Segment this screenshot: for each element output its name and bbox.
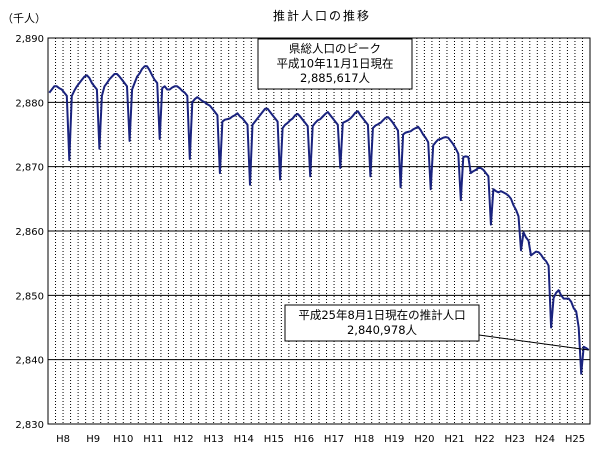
x-tick-label: H19: [384, 434, 404, 445]
y-tick-label: 2,880: [15, 98, 44, 109]
annotation-text: 平成25年8月1日現在の推計人口: [298, 308, 465, 322]
x-tick-label: H10: [113, 434, 133, 445]
x-tick-label: H15: [264, 434, 284, 445]
annotation-text: 2,840,978人: [347, 323, 418, 337]
annotation-box: [257, 38, 413, 90]
x-tick-label: H25: [565, 434, 585, 445]
y-axis-ticks: 2,830 2,840 2,850 2,860 2,870 2,880 2,890: [15, 34, 44, 431]
y-tick-label: 2,830: [15, 420, 44, 431]
x-tick-label: H13: [203, 434, 223, 445]
population-series-line: [48, 65, 590, 375]
annotation-text: 2,885,617人: [300, 71, 371, 85]
y-tick-label: 2,840: [15, 356, 44, 367]
y-tick-label: 2,850: [15, 291, 44, 302]
chart-title: 推計人口の推移: [273, 8, 371, 23]
annotation-text: 県総人口のピーク: [289, 42, 381, 56]
x-tick-label: H18: [354, 434, 374, 445]
annotation-text: 平成10年11月1日現在: [276, 56, 393, 70]
series-layer: [48, 65, 590, 375]
x-tick-label: H21: [444, 434, 464, 445]
y-tick-label: 2,870: [15, 163, 44, 174]
x-tick-label: H9: [86, 434, 100, 445]
x-tick-label: H22: [474, 434, 494, 445]
x-tick-label: H14: [234, 434, 254, 445]
annotations: 県総人口のピーク平成10年11月1日現在2,885,617人平成25年8月1日現…: [257, 38, 589, 351]
x-tick-label: H16: [294, 434, 314, 445]
x-tick-label: H20: [414, 434, 434, 445]
x-tick-label: H8: [56, 434, 70, 445]
y-axis-unit-label: （千人）: [2, 12, 46, 25]
x-axis-ticks: H8 H9 H10 H11 H12 H13 H14 H15 H16 H17 H18 H19 H20 H21…: [56, 434, 585, 445]
annotation-box: [284, 304, 480, 342]
x-tick-label: H23: [505, 434, 525, 445]
horizontal-gridlines: [48, 101, 590, 361]
plot-area-border: [47, 37, 591, 425]
y-tick-label: 2,890: [15, 34, 44, 45]
x-tick-label: H17: [324, 434, 344, 445]
x-tick-label: H24: [535, 434, 555, 445]
x-tick-label: H12: [173, 434, 193, 445]
y-tick-label: 2,860: [15, 227, 44, 238]
annotation-leader-line: [478, 334, 589, 351]
x-tick-label: H11: [143, 434, 163, 445]
